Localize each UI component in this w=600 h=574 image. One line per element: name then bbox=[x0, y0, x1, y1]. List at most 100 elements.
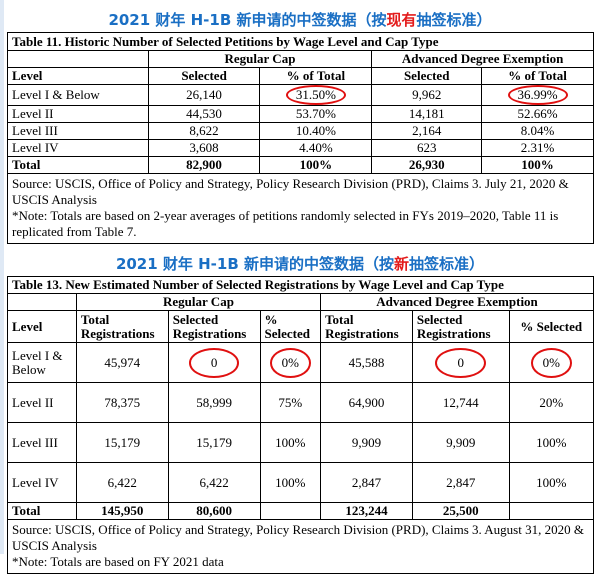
source-note: Source: USCIS, Office of Policy and Stra… bbox=[12, 176, 569, 207]
column-header: Selected Registrations bbox=[411, 310, 510, 343]
column-header: % Selected bbox=[508, 310, 595, 343]
value-cell: 15,179 bbox=[167, 422, 261, 463]
value-cell: 9,909 bbox=[411, 422, 510, 463]
level-cell: Level I & Below bbox=[7, 84, 149, 106]
value-cell: 100% bbox=[508, 462, 595, 503]
total-cell: 25,500 bbox=[411, 502, 510, 520]
column-header: Selected bbox=[147, 67, 261, 85]
value-cell: 8.04% bbox=[481, 122, 594, 140]
value-cell: 8,622 bbox=[147, 122, 261, 140]
heading-text-end: 抽签标准） bbox=[416, 11, 492, 29]
red-circle-annotation: 31.50% bbox=[285, 85, 346, 105]
column-header: % of Total bbox=[481, 67, 594, 85]
table-caption: Table 11. Historic Number of Selected Pe… bbox=[7, 32, 594, 51]
table-row: Level I & Below 45,974 0 0% 45,588 0 0% bbox=[7, 342, 595, 383]
value-cell: 58,999 bbox=[167, 382, 261, 423]
value-cell: 45,974 bbox=[75, 342, 169, 383]
column-header: Level bbox=[7, 310, 77, 343]
value-cell: 2,847 bbox=[411, 462, 510, 503]
total-cell: 100% bbox=[259, 156, 373, 174]
column-header: Total Registrations bbox=[320, 310, 413, 343]
red-circle-annotation: 0 bbox=[188, 347, 240, 378]
heading-text-end: 抽签标准） bbox=[409, 255, 485, 273]
value-cell: 44,530 bbox=[147, 105, 261, 123]
total-cell: 80,600 bbox=[167, 502, 261, 520]
value-cell: 52.66% bbox=[481, 105, 594, 123]
table-footnote: Source: USCIS, Office of Policy and Stra… bbox=[7, 173, 594, 244]
empty-header-cell bbox=[7, 50, 149, 68]
heading-current-standard: 2021 财年 H-1B 新申请的中签数据（按现有抽签标准） bbox=[0, 9, 600, 30]
value-cell: 14,181 bbox=[371, 105, 483, 123]
total-cell: 100% bbox=[481, 156, 594, 174]
value-cell: 10.40% bbox=[259, 122, 373, 140]
value-cell: 100% bbox=[259, 462, 322, 503]
heading-highlight: 现有 bbox=[386, 11, 417, 29]
column-header: Level bbox=[7, 67, 149, 85]
level-cell: Level III bbox=[7, 422, 77, 463]
total-cell bbox=[508, 502, 595, 520]
group-header-ade: Advanced Degree Exemption bbox=[320, 293, 594, 311]
value-cell: 20% bbox=[508, 382, 595, 423]
column-header: % Selected bbox=[259, 310, 322, 343]
value-cell: 9,909 bbox=[320, 422, 413, 463]
value-cell: 6,422 bbox=[167, 462, 261, 503]
totals-note: *Note: Totals are based on FY 2021 data bbox=[12, 554, 224, 569]
value-cell: 623 bbox=[371, 139, 483, 157]
total-label: Total bbox=[7, 156, 149, 174]
table-row: Level III 8,622 10.40% 2,164 8.04% bbox=[7, 122, 594, 140]
column-header: Total Registrations bbox=[75, 310, 169, 343]
level-cell: Level II bbox=[7, 382, 77, 423]
red-circle-annotation: 0% bbox=[530, 347, 572, 378]
heading-text: 2021 财年 H-1B 新申请的中签数据（按 bbox=[108, 11, 387, 29]
level-cell: Level II bbox=[7, 105, 149, 123]
table-row: Level IV 3,608 4.40% 623 2.31% bbox=[7, 139, 594, 157]
column-header: Selected bbox=[371, 67, 483, 85]
table-row: Level III 15,179 15,179 100% 9,909 9,909… bbox=[7, 422, 595, 463]
total-cell: 145,950 bbox=[75, 502, 169, 520]
totals-note: *Note: Totals are based on 2-year averag… bbox=[12, 208, 559, 239]
value-cell: 100% bbox=[508, 422, 595, 463]
red-circle-annotation: 36.99% bbox=[507, 85, 568, 105]
value-cell: 64,900 bbox=[320, 382, 413, 423]
value-cell: 78,375 bbox=[75, 382, 169, 423]
value-cell: 9,962 bbox=[371, 84, 483, 106]
value-cell: 2,164 bbox=[371, 122, 483, 140]
level-cell: Level III bbox=[7, 122, 149, 140]
total-row: Total 145,950 80,600 123,244 25,500 bbox=[7, 502, 595, 520]
table-11-historic-selected-petitions: Table 11. Historic Number of Selected Pe… bbox=[7, 32, 594, 244]
value-cell: 12,744 bbox=[411, 382, 510, 423]
heading-highlight: 新 bbox=[394, 255, 410, 273]
total-cell bbox=[259, 502, 322, 520]
value-cell: 4.40% bbox=[259, 139, 373, 157]
group-header-ade: Advanced Degree Exemption bbox=[371, 50, 594, 68]
total-cell: 82,900 bbox=[147, 156, 261, 174]
value-cell: 15,179 bbox=[75, 422, 169, 463]
table-row: Level I & Below 26,140 31.50% 9,962 36.9… bbox=[7, 84, 594, 106]
source-note: Source: USCIS, Office of Policy and Stra… bbox=[12, 522, 584, 553]
red-circle-annotation: 0% bbox=[269, 347, 311, 378]
total-row: Total 82,900 100% 26,930 100% bbox=[7, 156, 594, 174]
group-header-regular-cap: Regular Cap bbox=[147, 50, 373, 68]
value-cell: 3,608 bbox=[147, 139, 261, 157]
value-cell: 45,588 bbox=[320, 342, 413, 383]
table-row: Level IV 6,422 6,422 100% 2,847 2,847 10… bbox=[7, 462, 595, 503]
table-caption: Table 13. New Estimated Number of Select… bbox=[7, 276, 594, 294]
level-cell: Level IV bbox=[7, 139, 149, 157]
heading-new-standard: 2021 财年 H-1B 新申请的中签数据（按新抽签标准） bbox=[0, 253, 600, 274]
column-header: % of Total bbox=[259, 67, 373, 85]
heading-text: 2021 财年 H-1B 新申请的中签数据（按 bbox=[115, 255, 395, 273]
table-row: Level II 44,530 53.70% 14,181 52.66% bbox=[7, 105, 594, 123]
total-cell: 123,244 bbox=[320, 502, 413, 520]
red-circle-annotation: 0 bbox=[435, 347, 486, 378]
table-row: Level II 78,375 58,999 75% 64,900 12,744… bbox=[7, 382, 595, 423]
value-cell: 2.31% bbox=[481, 139, 594, 157]
value-cell: 2,847 bbox=[320, 462, 413, 503]
empty-header-cell bbox=[7, 293, 77, 311]
value-cell: 75% bbox=[259, 382, 322, 423]
level-cell: Level I & Below bbox=[7, 342, 77, 383]
level-cell: Level IV bbox=[7, 462, 77, 503]
value-cell: 6,422 bbox=[75, 462, 169, 503]
value-cell: 100% bbox=[259, 422, 322, 463]
total-label: Total bbox=[7, 502, 77, 520]
group-header-regular-cap: Regular Cap bbox=[75, 293, 322, 311]
